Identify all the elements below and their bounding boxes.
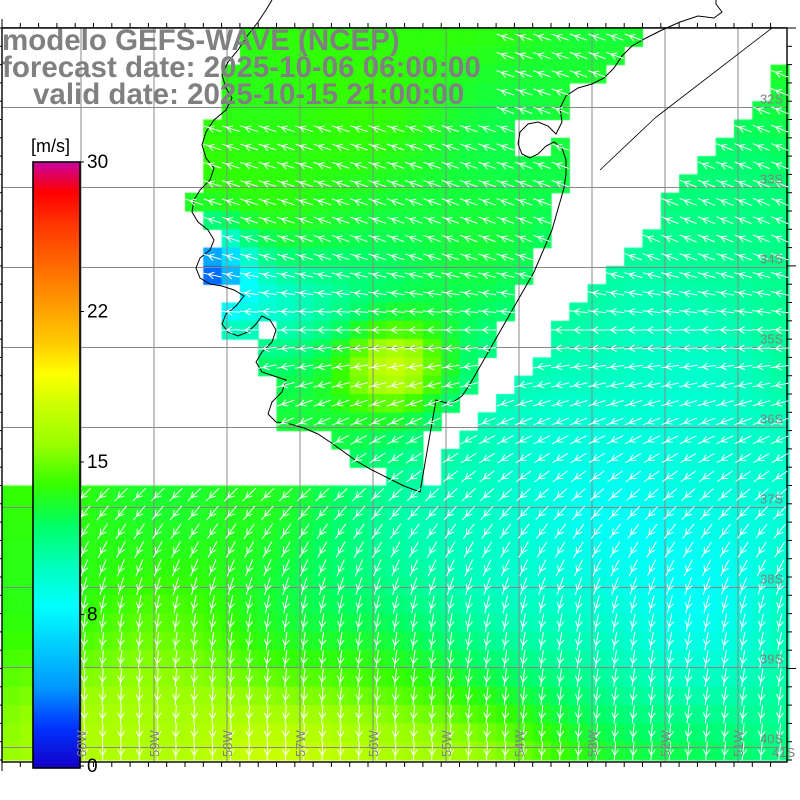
svg-text:32S: 32S xyxy=(760,92,783,107)
svg-text:30: 30 xyxy=(87,152,108,173)
svg-text:55W: 55W xyxy=(439,730,454,757)
svg-text:60W: 60W xyxy=(74,730,89,757)
svg-text:38S: 38S xyxy=(760,572,783,587)
svg-text:34S: 34S xyxy=(760,252,783,267)
svg-text:39S: 39S xyxy=(760,652,783,667)
svg-text:52W: 52W xyxy=(658,730,673,757)
svg-text:37S: 37S xyxy=(760,492,783,507)
svg-text:15: 15 xyxy=(87,452,108,473)
svg-text:33S: 33S xyxy=(760,172,783,187)
svg-text:56W: 56W xyxy=(366,730,381,757)
svg-text:59W: 59W xyxy=(147,730,162,757)
svg-text:[m/s]: [m/s] xyxy=(31,136,70,156)
svg-text:54W: 54W xyxy=(512,730,527,757)
svg-text:0: 0 xyxy=(87,756,98,777)
svg-text:valid date: 2025-10-15 21:00:0: valid date: 2025-10-15 21:00:00 xyxy=(33,78,464,111)
svg-text:35S: 35S xyxy=(760,332,783,347)
svg-text:36S: 36S xyxy=(760,412,783,427)
svg-text:58W: 58W xyxy=(220,730,235,757)
svg-text:22: 22 xyxy=(87,302,108,323)
svg-text:41S: 41S xyxy=(772,745,795,760)
svg-text:8: 8 xyxy=(87,605,98,626)
svg-text:51W: 51W xyxy=(731,730,746,757)
svg-text:57W: 57W xyxy=(293,730,308,757)
svg-text:53W: 53W xyxy=(585,730,600,757)
